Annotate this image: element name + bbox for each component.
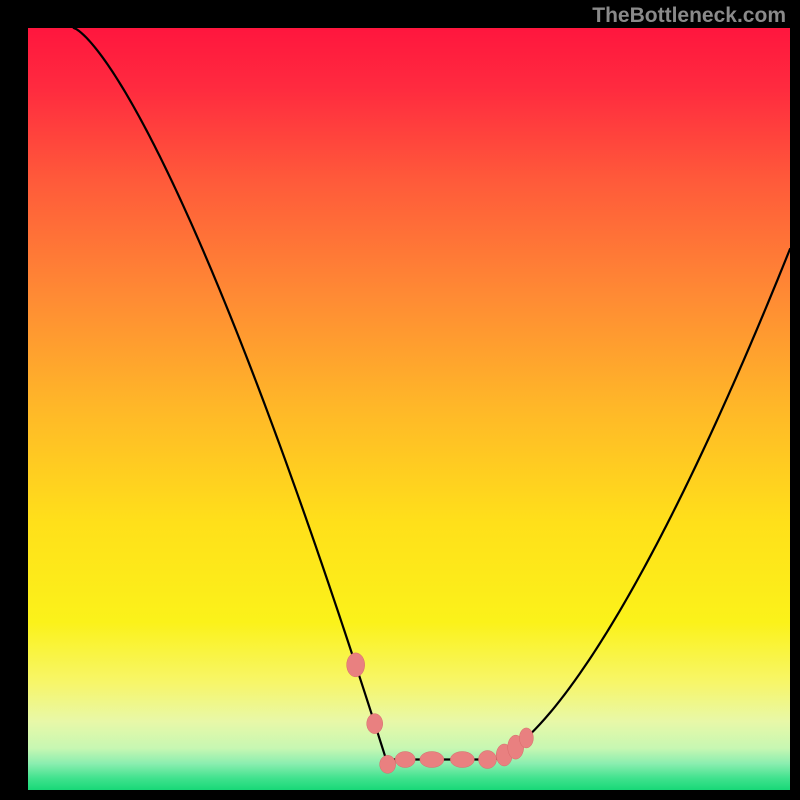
- data-marker: [347, 653, 365, 677]
- data-marker: [380, 755, 396, 773]
- chart-svg: [28, 28, 790, 790]
- plot-area: [28, 28, 790, 790]
- data-marker: [519, 728, 533, 748]
- data-marker: [367, 714, 383, 734]
- data-marker: [395, 752, 415, 768]
- data-marker: [478, 751, 496, 769]
- chart-frame: TheBottleneck.com: [0, 0, 800, 800]
- data-marker: [450, 752, 474, 768]
- gradient-background: [28, 28, 790, 790]
- data-marker: [420, 752, 444, 768]
- watermark-text: TheBottleneck.com: [592, 4, 786, 28]
